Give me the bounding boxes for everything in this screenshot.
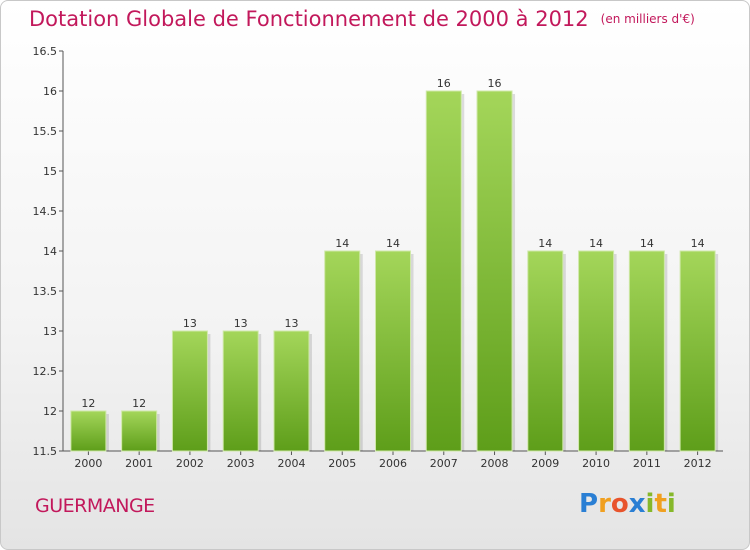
data-label: 13 <box>183 317 197 330</box>
y-tick-label: 12.5 <box>33 365 58 378</box>
x-tick-label: 2011 <box>633 457 661 470</box>
data-label: 13 <box>234 317 248 330</box>
y-tick-label: 16 <box>43 85 57 98</box>
bar-2000 <box>70 410 107 452</box>
x-tick-label: 2004 <box>277 457 305 470</box>
commune-name: GUERMANGE <box>35 495 155 517</box>
data-label: 14 <box>589 237 603 250</box>
bar-2009 <box>527 250 564 452</box>
y-tick-label: 16.5 <box>33 45 58 58</box>
data-label: 14 <box>691 237 705 250</box>
x-tick-label: 2008 <box>481 457 509 470</box>
data-label: 16 <box>488 77 502 90</box>
data-label: 12 <box>132 397 146 410</box>
x-tick-label: 2012 <box>684 457 712 470</box>
x-tick-label: 2006 <box>379 457 407 470</box>
y-tick-label: 15.5 <box>33 125 58 138</box>
y-tick-label: 12 <box>43 405 57 418</box>
x-tick-label: 2007 <box>430 457 458 470</box>
chart-title: Dotation Globale de Fonctionnement de 20… <box>29 7 695 31</box>
x-tick-label: 2001 <box>125 457 153 470</box>
bar-2005 <box>324 250 361 452</box>
y-tick-label: 11.5 <box>33 445 58 458</box>
bar-2002 <box>171 330 208 452</box>
data-label: 12 <box>81 397 95 410</box>
y-tick-label: 13 <box>43 325 57 338</box>
bar-2007 <box>425 90 462 452</box>
y-tick-label: 14 <box>43 245 57 258</box>
chart-title-text: Dotation Globale de Fonctionnement de 20… <box>29 7 589 31</box>
data-label: 13 <box>284 317 298 330</box>
bar-2012 <box>679 250 716 452</box>
bar-2004 <box>273 330 310 452</box>
x-tick-label: 2010 <box>582 457 610 470</box>
data-label: 14 <box>640 237 654 250</box>
data-label: 14 <box>335 237 349 250</box>
data-label: 14 <box>538 237 552 250</box>
x-tick-label: 2000 <box>74 457 102 470</box>
bar-2008 <box>476 90 513 452</box>
bar-2011 <box>628 250 665 452</box>
y-tick-label: 15 <box>43 165 57 178</box>
y-tick-label: 13.5 <box>33 285 58 298</box>
x-tick-label: 2005 <box>328 457 356 470</box>
y-tick-label: 14.5 <box>33 205 58 218</box>
bar-2003 <box>222 330 259 452</box>
bar-2006 <box>375 250 411 452</box>
x-tick-label: 2003 <box>227 457 255 470</box>
bar-2001 <box>121 410 158 452</box>
data-label: 16 <box>437 77 451 90</box>
x-tick-label: 2002 <box>176 457 204 470</box>
data-label: 14 <box>386 237 400 250</box>
x-tick-label: 2009 <box>531 457 559 470</box>
proxiti-logo: Proxiti <box>579 489 676 519</box>
bar-2010 <box>578 250 615 452</box>
chart-subtitle: (en milliers d'€) <box>600 12 695 26</box>
